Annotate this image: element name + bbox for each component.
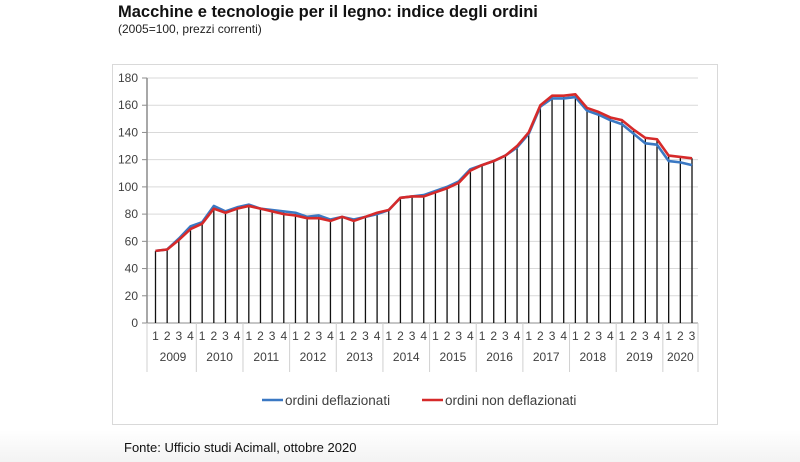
x-quarter-label: 2 xyxy=(584,329,591,343)
x-year-label: 2011 xyxy=(253,350,279,364)
x-quarter-label: 1 xyxy=(619,329,626,343)
x-quarter-label: 4 xyxy=(420,329,427,343)
x-quarter-label: 1 xyxy=(199,329,206,343)
x-quarter-label: 1 xyxy=(339,329,346,343)
x-year-label: 2010 xyxy=(206,350,233,364)
y-tick-label: 0 xyxy=(131,316,138,330)
x-quarter-label: 3 xyxy=(689,329,696,343)
x-quarter-label: 2 xyxy=(350,329,357,343)
x-quarter-label: 3 xyxy=(269,329,276,343)
x-quarter-label: 3 xyxy=(362,329,369,343)
x-year-label: 2019 xyxy=(626,350,653,364)
x-quarter-label: 4 xyxy=(467,329,474,343)
x-quarter-label: 4 xyxy=(187,329,194,343)
footer-background xyxy=(0,430,800,462)
x-quarter-label: 1 xyxy=(665,329,672,343)
y-tick-label: 60 xyxy=(125,234,139,248)
x-quarter-label: 2 xyxy=(304,329,311,343)
x-quarter-label: 2 xyxy=(490,329,497,343)
x-quarter-label: 4 xyxy=(280,329,287,343)
x-year-label: 2012 xyxy=(300,350,327,364)
legend-label: ordini deflazionati xyxy=(285,393,390,408)
x-quarter-label: 1 xyxy=(385,329,392,343)
chart-subtitle: (2005=100, prezzi correnti) xyxy=(118,22,262,36)
chart-frame xyxy=(112,64,718,425)
x-quarter-label: 4 xyxy=(327,329,334,343)
y-tick-label: 80 xyxy=(125,207,139,221)
x-quarter-label: 3 xyxy=(409,329,416,343)
x-quarter-label: 3 xyxy=(549,329,556,343)
legend-label: ordini non deflazionati xyxy=(445,393,576,408)
y-tick-label: 160 xyxy=(118,98,138,112)
x-quarter-label: 1 xyxy=(292,329,299,343)
x-quarter-label: 3 xyxy=(642,329,649,343)
y-tick-label: 140 xyxy=(118,125,138,139)
x-quarter-label: 3 xyxy=(595,329,602,343)
x-quarter-label: 1 xyxy=(479,329,486,343)
x-quarter-label: 2 xyxy=(537,329,544,343)
x-quarter-label: 2 xyxy=(630,329,637,343)
y-tick-label: 100 xyxy=(118,180,138,194)
x-quarter-label: 3 xyxy=(455,329,462,343)
x-quarter-label: 3 xyxy=(315,329,322,343)
y-tick-label: 120 xyxy=(118,153,138,167)
x-year-label: 2014 xyxy=(393,350,420,364)
x-year-label: 2020 xyxy=(667,350,694,364)
y-tick-label: 40 xyxy=(125,262,139,276)
x-quarter-label: 3 xyxy=(175,329,182,343)
x-quarter-label: 2 xyxy=(164,329,171,343)
x-quarter-label: 1 xyxy=(152,329,159,343)
x-year-label: 2017 xyxy=(533,350,560,364)
x-year-label: 2013 xyxy=(346,350,373,364)
x-quarter-label: 3 xyxy=(222,329,229,343)
x-quarter-label: 4 xyxy=(234,329,241,343)
x-year-label: 2016 xyxy=(486,350,513,364)
x-quarter-label: 1 xyxy=(572,329,579,343)
x-quarter-label: 1 xyxy=(245,329,252,343)
x-quarter-label: 3 xyxy=(502,329,509,343)
x-quarter-label: 4 xyxy=(374,329,381,343)
y-tick-label: 180 xyxy=(118,71,138,85)
x-quarter-label: 4 xyxy=(654,329,661,343)
x-year-label: 2009 xyxy=(160,350,187,364)
x-quarter-label: 2 xyxy=(257,329,264,343)
x-quarter-label: 4 xyxy=(514,329,521,343)
x-year-label: 2018 xyxy=(580,350,607,364)
x-quarter-label: 2 xyxy=(210,329,217,343)
x-quarter-label: 1 xyxy=(432,329,439,343)
source-note: Fonte: Ufficio studi Acimall, ottobre 20… xyxy=(124,440,357,455)
x-quarter-label: 2 xyxy=(397,329,404,343)
y-tick-label: 20 xyxy=(125,289,139,303)
x-quarter-label: 2 xyxy=(444,329,451,343)
x-quarter-label: 2 xyxy=(677,329,684,343)
chart-title: Macchine e tecnologie per il legno: indi… xyxy=(118,3,538,21)
x-year-label: 2015 xyxy=(440,350,467,364)
x-quarter-label: 4 xyxy=(560,329,567,343)
x-quarter-label: 1 xyxy=(525,329,532,343)
x-quarter-label: 4 xyxy=(607,329,614,343)
